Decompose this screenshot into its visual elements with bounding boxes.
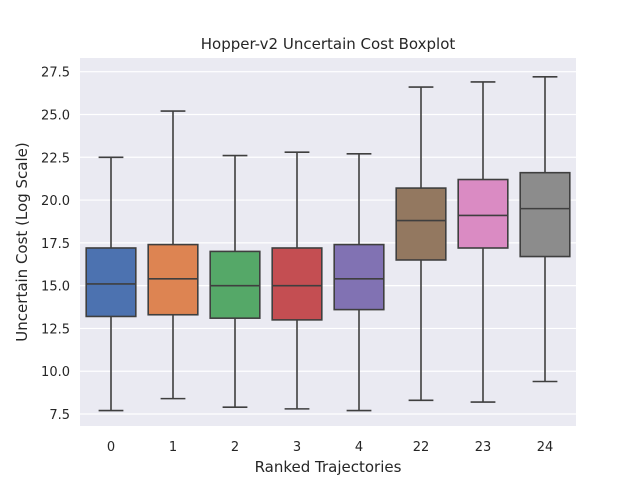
x-tick-label: 2 xyxy=(231,440,239,455)
box-22 xyxy=(395,86,447,402)
box-1 xyxy=(147,110,199,400)
box-3 xyxy=(271,151,323,410)
x-tick-label: 24 xyxy=(537,440,554,455)
y-axis-ticks: 7.5 10.0 12.5 15.0 17.5 20.0 22.5 25.0 27.5 xyxy=(41,66,70,423)
iqr-box xyxy=(271,247,323,321)
iqr-box xyxy=(209,250,261,319)
y-tick-label: 15.0 xyxy=(41,280,70,295)
chart-title: Hopper-v2 Uncertain Cost Boxplot xyxy=(201,35,456,53)
x-axis-label: Ranked Trajectories xyxy=(255,458,402,476)
box-24 xyxy=(519,76,571,383)
iqr-box xyxy=(333,243,385,311)
iqr-box xyxy=(457,178,509,249)
iqr-box xyxy=(519,171,571,258)
y-tick-label: 17.5 xyxy=(41,237,70,252)
box-2 xyxy=(209,154,261,408)
y-tick-label: 10.0 xyxy=(41,365,70,380)
box-4 xyxy=(333,153,385,412)
x-tick-label: 3 xyxy=(293,440,301,455)
x-tick-label: 23 xyxy=(475,440,492,455)
y-axis-label: Uncertain Cost (Log Scale) xyxy=(13,142,31,341)
y-tick-label: 12.5 xyxy=(41,322,70,337)
x-tick-label: 4 xyxy=(355,440,363,455)
x-tick-label: 22 xyxy=(413,440,430,455)
iqr-box xyxy=(147,243,199,316)
box-0 xyxy=(85,156,137,412)
x-axis-ticks: 0 1 2 3 4 22 23 24 xyxy=(107,440,553,455)
y-tick-label: 22.5 xyxy=(41,151,70,166)
boxes xyxy=(85,76,571,412)
y-tick-label: 25.0 xyxy=(41,108,70,123)
y-tick-label: 7.5 xyxy=(49,408,70,423)
iqr-box xyxy=(395,187,447,261)
y-tick-label: 27.5 xyxy=(41,66,70,81)
x-tick-label: 0 xyxy=(107,440,115,455)
y-tick-label: 20.0 xyxy=(41,194,70,209)
box-23 xyxy=(457,81,509,403)
x-tick-label: 1 xyxy=(169,440,177,455)
iqr-box xyxy=(85,247,137,318)
